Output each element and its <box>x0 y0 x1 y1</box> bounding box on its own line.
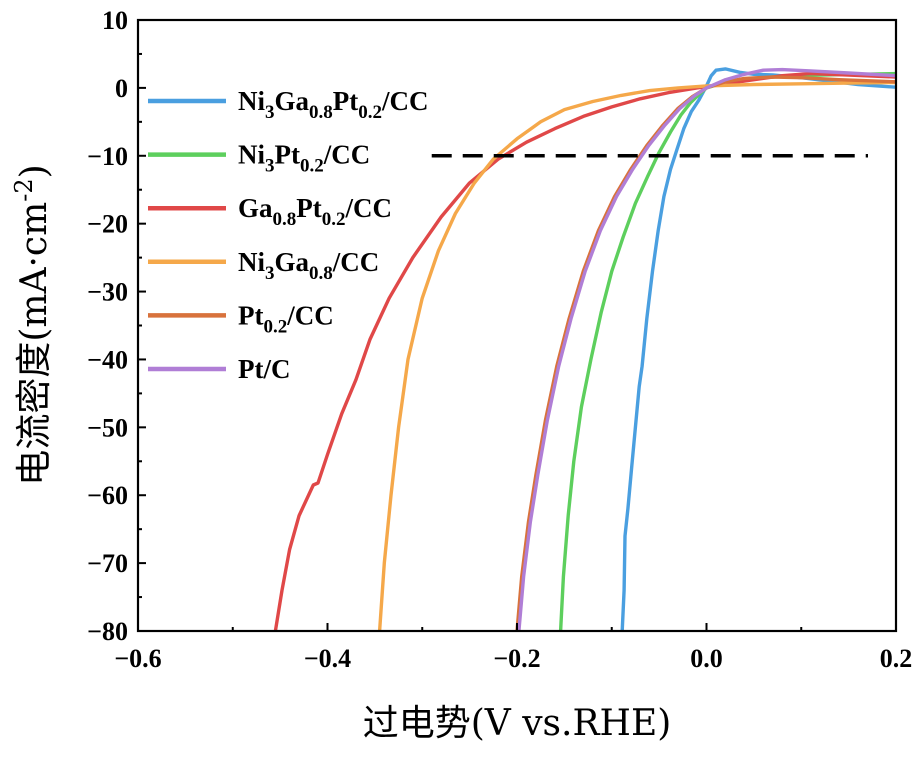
legend-label: Ga0.8Pt0.2/CC <box>238 193 392 230</box>
series-layer <box>273 67 896 631</box>
y-tick-label: −80 <box>87 617 128 646</box>
y-tick-label: −10 <box>87 142 128 171</box>
legend-label: Pt0.2/CC <box>238 300 334 337</box>
x-axis-title: 过电势(V vs.RHE) <box>363 703 672 744</box>
y-axis-title-main: 电流密度(mA·cm <box>14 202 55 486</box>
y-tick-label: −60 <box>87 481 128 510</box>
y-tick-label: 0 <box>115 74 128 103</box>
y-tick-label: 10 <box>102 6 128 35</box>
x-tick-label: −0.4 <box>304 644 351 673</box>
legend-label: Ni3Ga0.8Pt0.2/CC <box>238 86 429 123</box>
x-tick-label: 0.2 <box>880 644 913 673</box>
y-axis-title-superscript: -2 <box>10 178 38 201</box>
y-tick-label: −70 <box>87 549 128 578</box>
x-tick-label: 0.0 <box>690 644 723 673</box>
tick-layer: −0.6 −0.4 −0.2 0.0 0.2 −80 −70 −60 −50 −40 −30 −20 −… <box>87 6 912 673</box>
series-line <box>620 67 896 631</box>
legend-label: Ni3Ga0.8/CC <box>238 247 379 284</box>
y-axis-title: 电流密度(mA·cm-2) <box>10 164 55 485</box>
legend-label: Pt/C <box>238 354 290 384</box>
series-line <box>515 75 896 631</box>
x-tick-label: −0.6 <box>114 644 161 673</box>
legend: Ni3Ga0.8Pt0.2/CC Ni3Pt0.2/CC Ga0.8Pt0.2/CC… <box>148 86 429 384</box>
y-tick-label: −40 <box>87 345 128 374</box>
y-tick-label: −50 <box>87 413 128 442</box>
series-line <box>517 67 896 631</box>
y-tick-label: −30 <box>87 278 128 307</box>
y-tick-label: −20 <box>87 210 128 239</box>
series-line <box>377 80 896 631</box>
legend-label: Ni3Pt0.2/CC <box>238 140 370 177</box>
y-axis-title-close: ) <box>14 164 55 178</box>
x-tick-label: −0.2 <box>493 644 540 673</box>
